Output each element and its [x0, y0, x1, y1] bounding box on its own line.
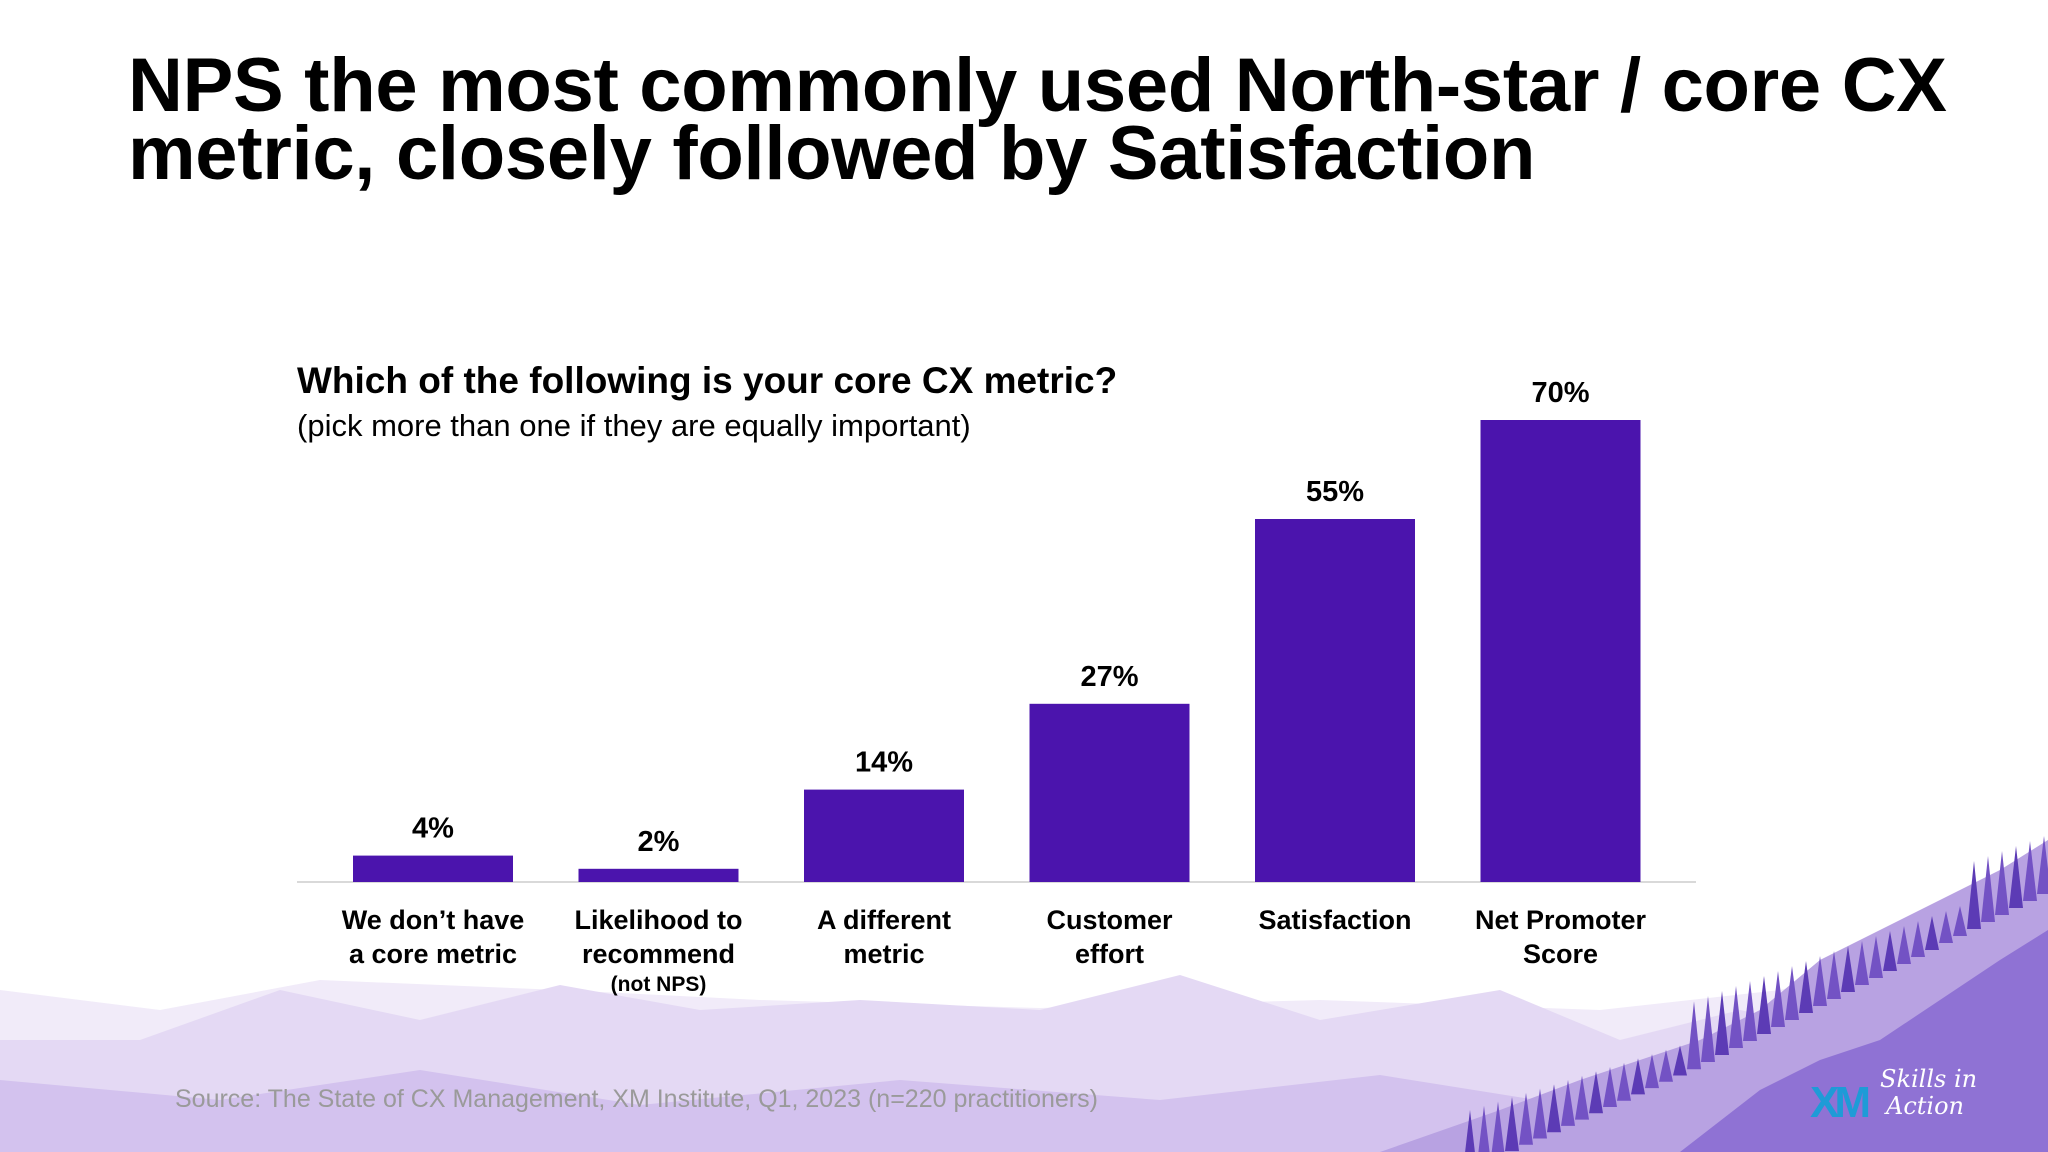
pine-tree-icon — [1911, 921, 1925, 957]
pine-tree-icon — [1659, 1049, 1673, 1082]
value-label-3: 27% — [1080, 661, 1138, 693]
category-label-5-line-1: Score — [1522, 939, 1599, 969]
slide-title: NPS the most commonly used North-star / … — [128, 43, 1947, 196]
logo-tagline-line1: Skills in — [1880, 1065, 1978, 1093]
category-label-2-line-0: A different — [817, 905, 951, 935]
pine-tree-icon — [1617, 1062, 1631, 1101]
category-label-1-line-0: Likelihood to — [574, 905, 743, 935]
value-label-2: 14% — [855, 747, 913, 779]
pine-tree-icon — [2037, 836, 2048, 894]
pine-tree-icon — [1897, 926, 1911, 964]
pine-tree-icon — [1771, 971, 1785, 1027]
value-label-1: 2% — [638, 826, 680, 858]
category-label-0: We don’t have a core metric — [313, 903, 553, 971]
pine-tree-icon — [1673, 1045, 1687, 1076]
pine-tree-icon — [1715, 991, 1729, 1055]
pine-tree-icon — [1883, 931, 1897, 971]
bar-2 — [804, 789, 964, 882]
value-label-0: 4% — [412, 813, 454, 845]
pine-tree-icon — [1533, 1088, 1547, 1139]
pine-tree-icon — [1729, 986, 1743, 1048]
pine-tree-icon — [1939, 911, 1953, 943]
category-label-3-line-0: Customer — [1046, 905, 1173, 935]
source-note: Source: The State of CX Management, XM I… — [175, 1085, 1098, 1113]
pine-tree-icon — [1645, 1054, 1659, 1089]
pine-tree-icon — [1799, 961, 1813, 1013]
pine-tree-icon — [1631, 1058, 1645, 1095]
xm-logo: XM — [1810, 1078, 1871, 1127]
bar-1 — [578, 868, 739, 882]
bar-3 — [1029, 703, 1190, 882]
pine-tree-icon — [1785, 966, 1799, 1020]
value-label-5: 70% — [1531, 377, 1589, 409]
pine-tree-icon — [1491, 1101, 1505, 1152]
pine-tree-icon — [2023, 841, 2037, 901]
bar-0 — [353, 855, 513, 882]
bar-4 — [1255, 519, 1415, 882]
pine-tree-icon — [1561, 1079, 1575, 1126]
pine-tree-icon — [1465, 1110, 1475, 1152]
logo-tagline-line2: Action — [1886, 1092, 1964, 1120]
category-label-2-line-1: metric — [843, 939, 925, 969]
category-label-4: Satisfaction — [1215, 903, 1455, 937]
pine-tree-icon — [1953, 906, 1967, 936]
pine-tree-icon — [1603, 1067, 1617, 1107]
category-label-5-line-0: Net Promoter — [1474, 905, 1647, 935]
pine-tree-icon — [1925, 916, 1939, 950]
chart-subtitle: (pick more than one if they are equally … — [297, 408, 971, 443]
pine-tree-icon — [1841, 946, 1855, 992]
value-label-4: 55% — [1306, 476, 1364, 508]
pine-tree-icon — [1575, 1075, 1589, 1120]
category-label-3: Customer effort — [990, 903, 1230, 971]
category-label-0-line-0: We don’t have — [341, 905, 525, 935]
pine-tree-icon — [1813, 956, 1827, 1006]
pine-tree-icon — [1519, 1092, 1533, 1145]
category-label-1-line-1: recommend — [581, 939, 736, 969]
category-label-0-line-1: a core metric — [348, 939, 518, 969]
category-note-1: (not NPS) — [610, 973, 707, 996]
pine-tree-icon — [1547, 1084, 1561, 1133]
pine-tree-icon — [1687, 1001, 1701, 1070]
pine-tree-icon — [1967, 861, 1981, 929]
category-label-3-line-1: effort — [1075, 939, 1144, 969]
category-label-2: A different metric — [764, 903, 1004, 971]
category-label-1: Likelihood to recommend (not NPS) — [539, 903, 779, 999]
pine-tree-icon — [1869, 936, 1883, 978]
category-label-4-line-0: Satisfaction — [1258, 905, 1412, 935]
pine-tree-icon — [1827, 951, 1841, 999]
pine-tree-icon — [1757, 976, 1771, 1034]
pine-tree-icon — [1995, 851, 2009, 915]
chart-title: Which of the following is your core CX m… — [297, 360, 1118, 401]
pine-tree-icon — [1981, 856, 1995, 922]
pine-tree-icon — [2009, 846, 2023, 908]
pine-tree-icon — [1701, 996, 1715, 1062]
pine-tree-icon — [1743, 981, 1757, 1041]
bar-5 — [1480, 420, 1641, 882]
pine-tree-icon — [1855, 941, 1869, 985]
skills-in-action-logo: Skills in Action — [1880, 1066, 2030, 1120]
pine-tree-icon — [1589, 1071, 1603, 1114]
pine-tree-icon — [1478, 1105, 1490, 1152]
pine-tree-icon — [1505, 1097, 1519, 1152]
category-label-5: Net Promoter Score — [1441, 903, 1681, 971]
